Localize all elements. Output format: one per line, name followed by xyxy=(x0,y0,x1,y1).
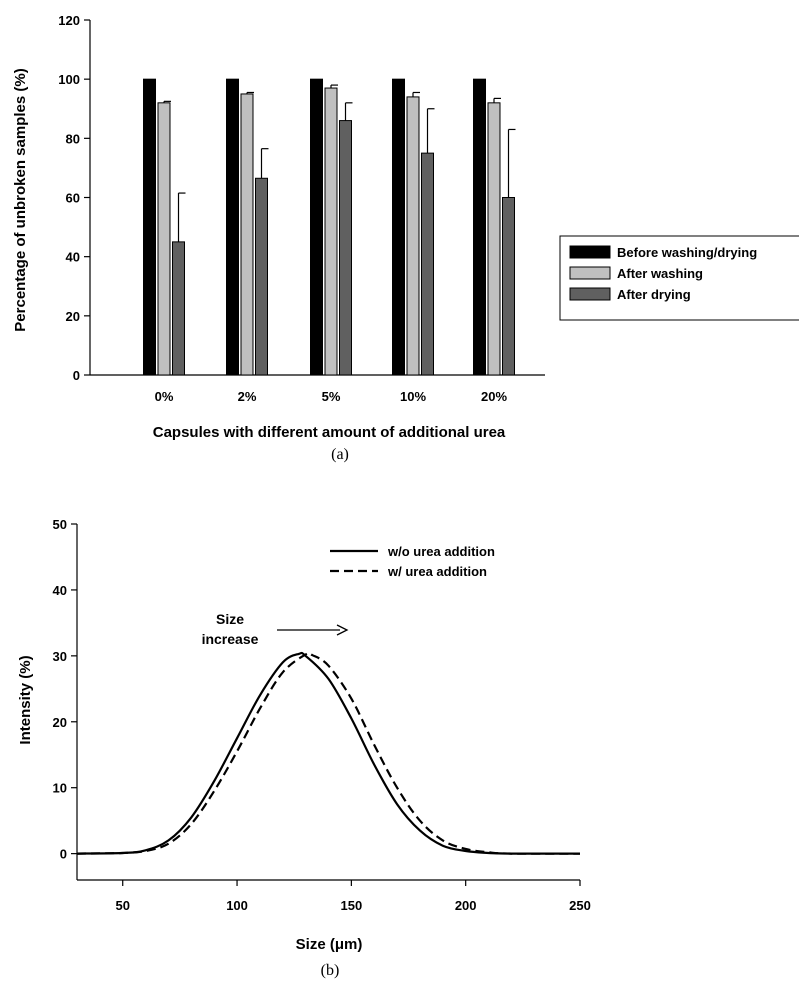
size-increase-annotation: Size increase xyxy=(202,611,349,647)
bar-before xyxy=(143,78,156,376)
x-tick-label: 0% xyxy=(155,389,174,404)
x-axis-title: Size (μm) xyxy=(296,936,363,953)
y-tick-label: 120 xyxy=(58,13,80,28)
x-tick-label: 2% xyxy=(238,389,257,404)
panel-caption: (b) xyxy=(321,962,340,979)
x-tick-label: 5% xyxy=(322,389,341,404)
y-tick-label: 0 xyxy=(60,847,67,862)
bar-after-washing xyxy=(324,87,338,376)
bar-before xyxy=(473,78,486,376)
bar-after-washing xyxy=(157,102,171,376)
y-tick-label: 80 xyxy=(66,131,80,146)
x-tick-label: 10% xyxy=(400,389,426,404)
bar-after-drying xyxy=(172,241,185,376)
legend: w/o urea addition w/ urea addition xyxy=(330,544,495,579)
bar-before xyxy=(226,78,239,376)
legend-label: w/o urea addition xyxy=(387,544,495,559)
legend-label: Before washing/drying xyxy=(617,245,757,260)
legend-label: After washing xyxy=(617,266,703,281)
x-tick-label: 50 xyxy=(115,898,129,913)
y-tick-label: 40 xyxy=(53,583,67,598)
bar-after-drying xyxy=(339,120,352,376)
series-line-with-urea xyxy=(76,651,581,855)
x-tick-label: 20% xyxy=(481,389,507,404)
legend-swatch xyxy=(569,287,611,301)
x-tick-label: 250 xyxy=(569,898,591,913)
y-tick-label: 40 xyxy=(66,250,80,265)
annotation-arrow-head xyxy=(336,624,349,636)
legend-label: w/ urea addition xyxy=(387,564,487,579)
legend: Before washing/drying After washing After … xyxy=(559,235,799,321)
x-tick-label: 200 xyxy=(455,898,477,913)
bar-after-drying xyxy=(502,197,515,376)
series-line-without-urea xyxy=(76,651,581,855)
x-axis-title: Capsules with different amount of additi… xyxy=(153,424,506,441)
y-tick-label: 20 xyxy=(53,715,67,730)
line-chart: 0 10 20 30 40 50 50 100 150 200 250 w/o urea addi… xyxy=(17,517,591,979)
y-tick-label: 10 xyxy=(53,781,67,796)
x-tick-label: 150 xyxy=(341,898,363,913)
bar-after-drying xyxy=(255,177,268,376)
panel-caption: (a) xyxy=(331,446,349,463)
annotation-line-2: increase xyxy=(202,631,259,647)
legend-swatch xyxy=(569,245,611,259)
y-tick-label: 60 xyxy=(66,191,80,206)
y-tick-label: 100 xyxy=(58,72,80,87)
legend-label: After drying xyxy=(617,287,691,302)
x-tick-label: 100 xyxy=(226,898,248,913)
bar-after-washing xyxy=(487,102,501,376)
y-axis-title: Percentage of unbroken samples (%) xyxy=(12,68,29,331)
bar-before xyxy=(392,78,405,376)
annotation-line-1: Size xyxy=(216,611,244,627)
y-tick-label: 30 xyxy=(53,649,67,664)
y-tick-label: 50 xyxy=(53,517,67,532)
y-tick-label: 0 xyxy=(73,368,80,383)
bar-after-drying xyxy=(421,152,434,376)
bar-after-washing xyxy=(240,93,254,376)
bar-before xyxy=(310,78,323,376)
bar-chart: 0 20 40 60 80 100 120 0% 2% 5% 10% 20% Percentage … xyxy=(12,13,799,463)
bar-after-washing xyxy=(406,96,420,376)
legend-swatch xyxy=(569,266,611,280)
y-tick-label: 20 xyxy=(66,309,80,324)
y-axis-title: Intensity (%) xyxy=(17,655,34,744)
